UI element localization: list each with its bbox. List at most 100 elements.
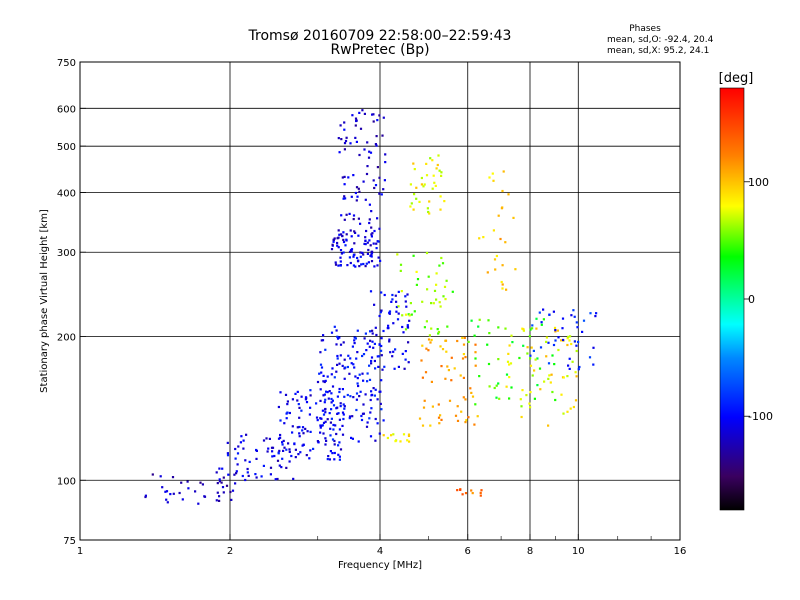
- data-point: [245, 433, 248, 436]
- data-point: [392, 322, 395, 325]
- data-point: [344, 197, 347, 200]
- data-point: [425, 162, 428, 165]
- data-point: [221, 467, 224, 470]
- data-point: [447, 369, 450, 372]
- data-point: [348, 372, 351, 375]
- data-point: [370, 390, 373, 393]
- data-point: [592, 363, 595, 366]
- data-point: [462, 343, 466, 346]
- data-point: [562, 338, 565, 342]
- data-point: [355, 408, 358, 412]
- data-point: [325, 390, 328, 393]
- data-point: [372, 113, 375, 116]
- data-point: [396, 318, 400, 321]
- data-point: [299, 451, 302, 454]
- data-point: [375, 333, 378, 337]
- data-point: [428, 200, 431, 203]
- data-point: [383, 365, 386, 368]
- data-point: [349, 261, 352, 265]
- data-point: [443, 285, 447, 288]
- data-point: [401, 314, 404, 317]
- data-point: [430, 302, 433, 305]
- data-point: [410, 313, 413, 316]
- data-point: [397, 312, 400, 315]
- data-point: [300, 395, 303, 398]
- data-point: [422, 185, 425, 188]
- data-point: [279, 419, 282, 422]
- data-point: [336, 354, 339, 358]
- data-point: [404, 300, 407, 303]
- data-point: [572, 405, 575, 409]
- data-point: [400, 290, 403, 293]
- data-point: [495, 254, 498, 258]
- data-point: [407, 361, 410, 364]
- data-point: [341, 433, 345, 436]
- data-point: [294, 456, 297, 459]
- data-point: [341, 411, 345, 414]
- data-point: [561, 327, 564, 330]
- data-point: [406, 325, 409, 329]
- data-point: [460, 410, 463, 413]
- data-point: [441, 262, 445, 265]
- data-point: [338, 390, 341, 394]
- data-point: [372, 242, 375, 245]
- data-point: [337, 137, 340, 140]
- data-point: [373, 359, 376, 363]
- data-point: [298, 435, 301, 438]
- data-point: [525, 394, 528, 397]
- data-point: [363, 112, 366, 115]
- data-point: [338, 455, 341, 458]
- data-point: [388, 340, 391, 343]
- data-point: [399, 263, 403, 266]
- data-point: [356, 351, 359, 354]
- data-point: [362, 253, 365, 256]
- data-point: [379, 402, 382, 405]
- data-point: [423, 183, 426, 186]
- data-point: [570, 314, 573, 317]
- data-point: [343, 121, 346, 124]
- data-point: [373, 394, 376, 397]
- data-point: [358, 190, 361, 193]
- data-point: [581, 330, 584, 333]
- data-point: [578, 365, 581, 369]
- data-point: [361, 354, 364, 358]
- data-point: [405, 305, 408, 308]
- data-point: [557, 336, 560, 339]
- data-point: [320, 417, 323, 420]
- data-point: [501, 189, 504, 193]
- data-point: [229, 490, 232, 494]
- data-point: [287, 442, 290, 445]
- data-point: [368, 221, 371, 225]
- data-point: [342, 197, 345, 200]
- data-point: [548, 313, 551, 316]
- data-point: [328, 390, 331, 393]
- y-axis-ticks: 75 100 200 300 400 500 600 750: [57, 58, 86, 547]
- data-point: [462, 396, 465, 399]
- data-point: [394, 294, 397, 297]
- data-point: [495, 396, 498, 399]
- data-point: [474, 343, 477, 346]
- data-point: [582, 319, 586, 322]
- data-point: [442, 295, 445, 298]
- data-point: [573, 315, 576, 318]
- data-point: [498, 397, 501, 400]
- data-point: [401, 325, 404, 329]
- data-point: [374, 388, 377, 391]
- data-point: [266, 450, 269, 453]
- data-point: [437, 403, 440, 406]
- data-point: [429, 157, 432, 160]
- data-point: [508, 363, 511, 366]
- data-point: [323, 393, 326, 396]
- data-point: [366, 165, 369, 168]
- data-point: [393, 367, 396, 370]
- data-point: [331, 367, 334, 370]
- data-point: [391, 293, 394, 297]
- data-point: [520, 405, 523, 408]
- data-point: [545, 336, 548, 339]
- data-point: [371, 332, 374, 335]
- data-point: [286, 403, 289, 406]
- data-point: [281, 441, 284, 444]
- data-point: [336, 363, 339, 366]
- data-point: [381, 368, 384, 371]
- data-point: [300, 409, 303, 412]
